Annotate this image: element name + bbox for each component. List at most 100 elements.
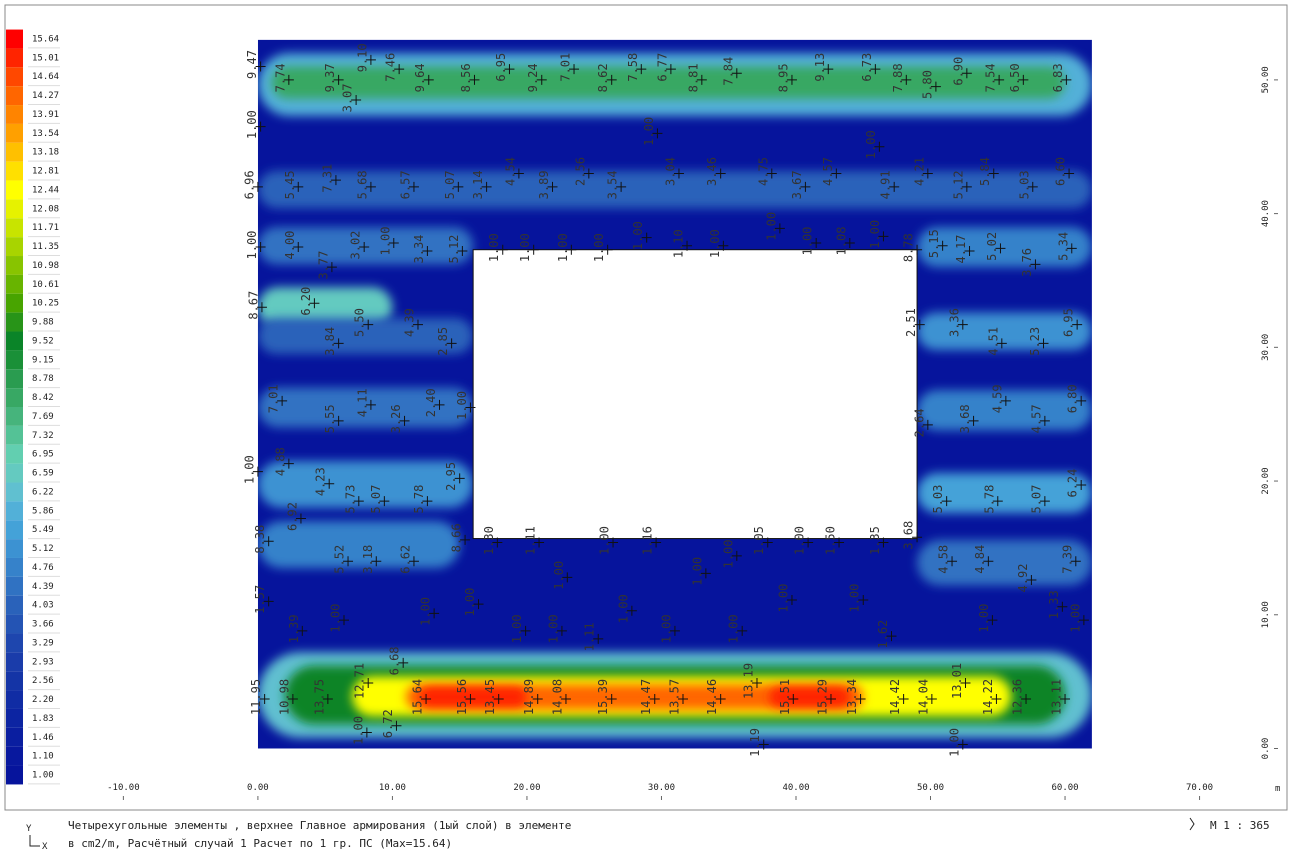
point-marker [252,181,263,192]
point-label: 4.21 [912,157,926,186]
point-label: 1.57 [253,585,267,614]
legend-swatch [6,161,23,181]
legend-label: 8.78 [32,374,54,384]
point-label: 13.75 [312,679,326,715]
legend-label: 11.35 [32,242,59,252]
point-marker [987,615,998,626]
point-label: 3.34 [412,235,426,264]
x-tick-label: 50.00 [917,783,944,793]
point-label: 1.39 [287,614,301,643]
point-label: 2.64 [912,408,926,437]
point-label: 1.00 [659,614,673,643]
point-label: 9.24 [526,63,540,92]
y-tick-label: 20.00 [1261,467,1271,494]
point-marker [493,694,504,705]
point-label: 1.00 [764,212,778,241]
legend-swatch [6,274,23,294]
point-marker [715,168,726,179]
legend-swatch [6,388,23,407]
point-marker [673,168,684,179]
point-marker [473,599,484,610]
point-marker [457,246,468,257]
legend-label: 7.32 [32,431,54,441]
point-marker [363,677,374,688]
legend-label: 13.91 [32,110,59,120]
point-marker [351,94,362,105]
point-label: 1.00 [801,227,815,256]
point-marker [926,694,937,705]
point-label: 4.84 [973,545,987,574]
point-label: 6.73 [860,53,874,82]
caption-line: в cm2/m, Расчётный случай 1 Расчет по 1 … [68,837,452,850]
contour-zone [257,170,1092,209]
point-marker [758,739,769,750]
point-label: 1.00 [1068,604,1082,633]
point-label: 15.56 [455,679,469,715]
legend-swatch [6,463,23,483]
legend-swatch [6,293,23,313]
point-label: 1.00 [727,614,741,643]
point-marker [297,625,308,636]
point-label: 13.57 [667,679,681,715]
point-marker [333,74,344,85]
point-label: 9.13 [813,53,827,82]
point-marker [960,677,971,688]
point-marker [641,232,652,243]
point-label: 4.23 [314,467,328,496]
contour-zone [257,387,474,428]
legend-swatch [6,444,23,464]
point-label: 3.18 [361,545,375,574]
legend-swatch [6,29,23,49]
point-marker [941,496,952,507]
legend-label: 8.42 [32,393,54,403]
point-label: 4.57 [1029,404,1043,433]
point-label: 12.71 [353,663,367,699]
point-marker [937,240,948,251]
point-label: 1.00 [455,391,469,420]
point-marker [855,694,866,705]
legend-swatch [6,350,23,370]
y-tick-label: 50.00 [1261,66,1271,93]
point-marker [700,568,711,579]
point-label: 5.23 [1028,327,1042,356]
point-marker [593,633,604,644]
contour-zone [917,539,1092,586]
contour-zone [257,317,474,355]
point-marker [408,556,419,567]
legend-label: 10.98 [32,261,59,271]
point-marker [886,631,897,642]
point-label: 9.10 [355,43,369,72]
point-label: 3.07 [341,83,355,112]
point-marker [898,694,909,705]
point-marker [626,605,637,616]
legend-label: 12.08 [32,204,59,214]
point-marker [652,128,663,139]
point-label: 8.67 [246,291,260,320]
legend-swatch [6,407,23,426]
legend-swatch [6,690,23,709]
point-marker [504,64,515,75]
point-marker [957,739,968,750]
y-tick-label: 10.00 [1261,601,1271,628]
point-label: 3.67 [790,170,804,199]
point-marker [371,556,382,567]
point-marker [1076,395,1087,406]
point-label: 1.00 [245,110,259,139]
point-label: 11.95 [249,679,263,715]
legend-swatch [6,331,23,351]
point-marker [961,181,972,192]
legend-label: 5.49 [32,525,54,535]
point-marker [333,338,344,349]
point-label: 13.11 [1050,679,1064,715]
point-marker [469,74,480,85]
point-marker [731,550,742,561]
point-label: 7.39 [1060,545,1074,574]
point-marker [259,694,270,705]
contour-zone [257,460,474,508]
plot-area [257,39,1092,749]
point-marker [363,319,374,330]
point-marker [338,615,349,626]
point-marker [465,694,476,705]
point-label: 5.07 [369,485,383,514]
point-marker [255,242,266,253]
